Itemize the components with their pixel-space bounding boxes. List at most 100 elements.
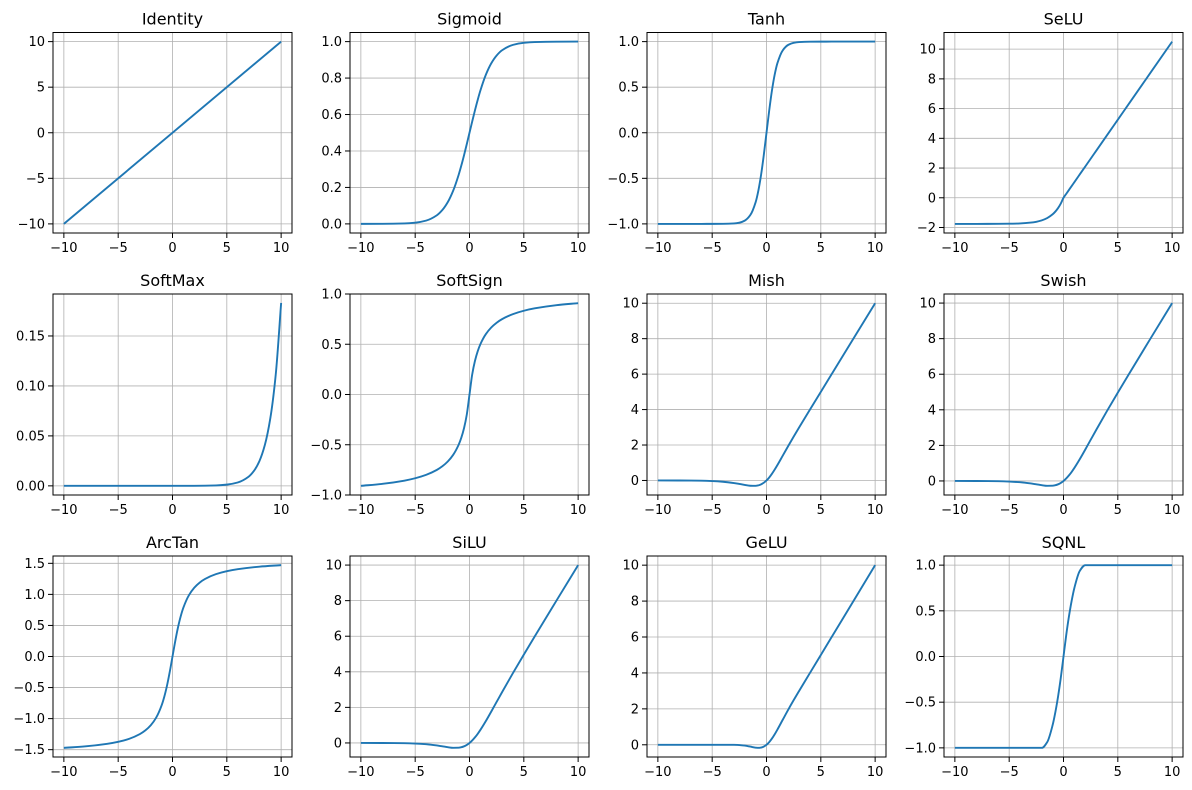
- y-tick-label: 4: [928, 132, 936, 147]
- x-tick-label: 0: [465, 503, 473, 518]
- y-tick-label: −0.5: [904, 696, 936, 711]
- y-tick-label: 1.0: [915, 559, 936, 574]
- x-tick-label: 0: [168, 241, 176, 256]
- x-tick-label: 5: [520, 503, 528, 518]
- x-tick-label: −10: [941, 241, 968, 256]
- y-tick-label: 0.0: [24, 650, 45, 665]
- subplot-title: Sigmoid: [437, 10, 502, 29]
- x-tick-label: 0: [1059, 765, 1067, 780]
- x-tick-label: 5: [520, 765, 528, 780]
- x-tick-label: −10: [941, 765, 968, 780]
- y-tick-label: 0.00: [16, 479, 45, 494]
- x-tick-label: 10: [273, 241, 290, 256]
- y-tick-label: −10: [18, 217, 45, 232]
- x-tick-label: 0: [465, 765, 473, 780]
- x-tick-label: 10: [1164, 241, 1181, 256]
- y-tick-label: 0.5: [618, 81, 639, 96]
- y-tick-label: 10: [919, 43, 936, 58]
- x-tick-label: −5: [1000, 241, 1019, 256]
- y-tick-label: 6: [928, 102, 936, 117]
- x-tick-label: −10: [941, 503, 968, 518]
- y-tick-label: −0.5: [607, 172, 639, 187]
- y-tick-label: 2: [334, 701, 342, 716]
- x-tick-label: 0: [465, 241, 473, 256]
- x-tick-label: −10: [644, 241, 671, 256]
- axes-frame: [943, 293, 1184, 496]
- y-tick-label: 0.5: [321, 338, 342, 353]
- axes-frame: [349, 293, 590, 496]
- y-tick-label: 2: [928, 439, 936, 454]
- y-tick-label: 6: [928, 368, 936, 383]
- y-tick-label: −0.5: [13, 681, 45, 696]
- x-tick-label: −10: [644, 503, 671, 518]
- x-tick-label: 5: [1114, 241, 1122, 256]
- x-tick-label: −5: [703, 241, 722, 256]
- x-tick-label: −5: [703, 765, 722, 780]
- y-tick-label: 6: [631, 631, 639, 646]
- subplot-title: Tanh: [747, 10, 785, 29]
- axes-frame: [52, 32, 293, 234]
- y-tick-label: 0: [631, 738, 639, 753]
- axes-frame: [52, 293, 293, 496]
- subplot-selu: −10 −5 0 5 10 −2 0 2 4 6 8 10 SeLU: [917, 10, 1184, 256]
- subplot-title: Mish: [748, 271, 785, 290]
- x-tick-label: 10: [570, 503, 587, 518]
- subplot-sigmoid: −10 −5 0 5 10 0.0 0.2 0.4 0.6 0.8 1.0 Sigmoid: [321, 10, 590, 256]
- series-line-tanh: [657, 40, 876, 225]
- subplot-title: SQNL: [1042, 533, 1086, 552]
- x-tick-label: 5: [520, 241, 528, 256]
- y-tick-label: 10: [28, 35, 45, 50]
- y-tick-label: 5: [37, 81, 45, 96]
- y-tick-label: 2: [928, 162, 936, 177]
- axes-frame: [349, 32, 590, 234]
- x-tick-label: 5: [223, 241, 231, 256]
- x-tick-label: −10: [50, 241, 77, 256]
- y-tick-label: 0.05: [16, 429, 45, 444]
- x-tick-label: 5: [817, 503, 825, 518]
- x-tick-label: −5: [1000, 503, 1019, 518]
- series-line-mish: [657, 302, 876, 487]
- x-tick-label: −5: [109, 241, 128, 256]
- y-tick-label: 8: [928, 332, 936, 347]
- x-tick-label: 0: [762, 765, 770, 780]
- series-line-arctan: [63, 564, 282, 749]
- y-tick-label: −1.0: [904, 741, 936, 756]
- x-tick-label: 10: [867, 241, 884, 256]
- x-tick-label: 10: [1164, 503, 1181, 518]
- x-tick-label: −10: [50, 503, 77, 518]
- subplot-title: Identity: [142, 10, 203, 29]
- y-tick-label: 0.0: [618, 126, 639, 141]
- x-tick-label: −5: [109, 765, 128, 780]
- x-tick-label: −5: [406, 765, 425, 780]
- y-tick-label: 0.0: [321, 388, 342, 403]
- x-tick-label: 10: [273, 503, 290, 518]
- x-tick-label: 10: [1164, 765, 1181, 780]
- x-tick-label: 0: [168, 765, 176, 780]
- subplot-title: SiLU: [452, 533, 486, 552]
- subplot-softsign: −10 −5 0 5 10 −1.0 −0.5 0.0 0.5 1.0 SoftSign: [310, 271, 590, 518]
- x-tick-label: 10: [867, 765, 884, 780]
- y-tick-label: 6: [631, 368, 639, 383]
- y-tick-label: −1.0: [607, 217, 639, 232]
- y-tick-label: 0.2: [321, 181, 342, 196]
- y-tick-label: 8: [631, 595, 639, 610]
- y-tick-label: 4: [334, 665, 342, 680]
- x-tick-label: −5: [406, 241, 425, 256]
- y-tick-label: 2: [631, 439, 639, 454]
- subplot-sqnl: −10 −5 0 5 10 −1.0 −0.5 0.0 0.5 1.0 SQNL: [904, 533, 1184, 780]
- x-tick-label: 5: [817, 765, 825, 780]
- x-tick-label: 0: [1059, 241, 1067, 256]
- subplot-gelu: −10 −5 0 5 10 0 2 4 6 8 10 GeLU: [622, 533, 887, 780]
- x-tick-label: −10: [347, 765, 374, 780]
- y-tick-label: 8: [928, 72, 936, 87]
- x-tick-label: 10: [273, 765, 290, 780]
- y-tick-label: 0: [631, 474, 639, 489]
- x-tick-label: 10: [570, 765, 587, 780]
- y-tick-label: 10: [919, 297, 936, 312]
- y-tick-label: −1.0: [310, 489, 342, 504]
- y-tick-label: −1.0: [13, 712, 45, 727]
- series-line-identity: [63, 40, 282, 225]
- axes-frame: [646, 555, 887, 758]
- y-tick-label: 0.10: [16, 379, 45, 394]
